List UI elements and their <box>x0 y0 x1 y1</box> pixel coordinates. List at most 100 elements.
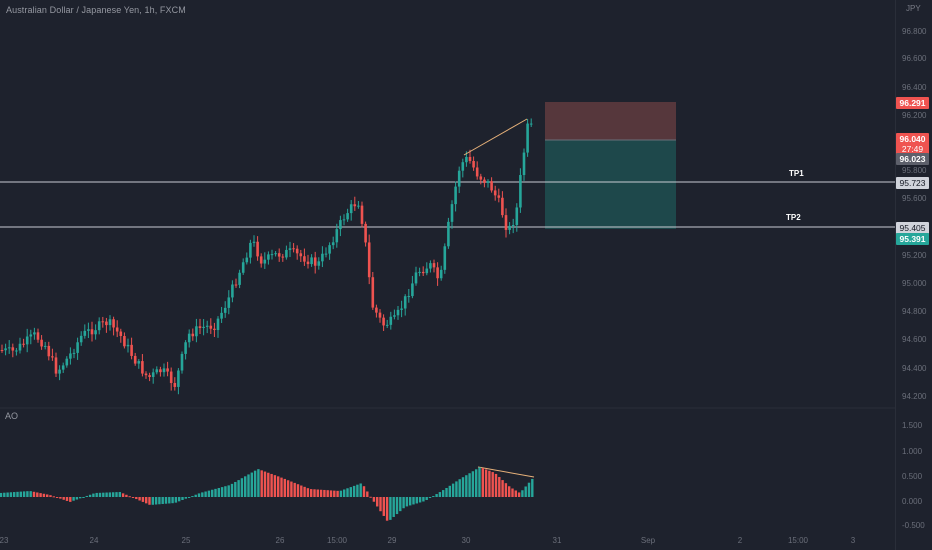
take-profit-zone <box>545 140 676 229</box>
candle-body <box>339 220 342 230</box>
candle-body <box>144 373 148 376</box>
ao-bar <box>201 492 204 497</box>
ao-bar <box>445 488 448 497</box>
price-tick: 94.200 <box>902 392 927 401</box>
ao-bar <box>395 497 399 515</box>
ao-bar <box>141 497 145 502</box>
candle-body <box>342 219 346 221</box>
ao-bar <box>230 483 234 497</box>
ao-bar <box>148 497 151 505</box>
ao-bar <box>514 490 517 497</box>
ao-bar <box>151 497 154 505</box>
price-tick: 95.600 <box>902 194 927 203</box>
ao-bar <box>501 480 504 497</box>
ao-bar <box>402 497 405 509</box>
ao-bar <box>389 497 392 520</box>
candle-body <box>259 256 263 264</box>
candle-body <box>378 312 382 318</box>
time-tick: 26 <box>275 536 285 545</box>
ao-bar <box>362 486 366 497</box>
ao-bar <box>46 494 49 497</box>
ao-bar <box>164 497 168 504</box>
candle-body <box>335 229 339 243</box>
ao-bar <box>174 497 178 503</box>
ao-bar <box>267 472 270 497</box>
candle-body <box>504 215 508 230</box>
candle-body <box>43 345 47 347</box>
candle-body <box>223 307 227 313</box>
candle-body <box>231 284 234 298</box>
ao-bar <box>333 490 336 497</box>
candle-body <box>220 312 223 319</box>
candle-body <box>270 254 274 256</box>
osc-tick: 1.000 <box>902 447 923 456</box>
ao-bar <box>9 492 13 497</box>
ao-bar <box>29 491 32 497</box>
candle-body <box>515 207 519 226</box>
ao-bar <box>451 483 455 497</box>
candle-body <box>490 181 493 191</box>
ao-bar <box>16 491 19 497</box>
candle-body <box>360 205 364 224</box>
candle-body <box>357 205 360 207</box>
ao-bar <box>59 497 62 499</box>
candle-body <box>155 369 159 373</box>
ao-bar <box>171 497 174 504</box>
candle-body <box>101 321 105 323</box>
candle-body <box>439 269 443 279</box>
ao-bar <box>197 493 201 497</box>
candle-body <box>436 267 439 279</box>
candle-body <box>162 368 166 373</box>
candle-body <box>40 339 43 347</box>
osc-tick: 0.500 <box>902 472 923 481</box>
ao-bar <box>323 489 326 497</box>
ao-bar <box>277 476 280 497</box>
candle-body <box>393 315 396 317</box>
divergence-line-price <box>463 118 528 156</box>
candle-body <box>313 257 317 266</box>
price-axis-divider <box>895 0 896 550</box>
candle-body <box>83 330 87 336</box>
ao-bar <box>55 497 59 498</box>
ao-bar <box>52 496 55 498</box>
ao-bar <box>488 470 491 497</box>
ao-bar <box>207 490 211 497</box>
ao-bar <box>385 497 389 521</box>
ao-bar <box>72 497 75 501</box>
candle-body <box>429 263 432 269</box>
candle-body <box>331 242 335 246</box>
candle-body <box>105 321 108 326</box>
ao-bar <box>283 478 286 497</box>
ao-bar <box>82 497 85 498</box>
divergence-line-ao <box>477 466 535 478</box>
candle-body <box>126 344 130 347</box>
ao-bar <box>194 494 197 497</box>
ao-bar <box>425 497 428 500</box>
ao-bar <box>79 497 82 499</box>
ao-bar <box>98 492 102 497</box>
ao-bar <box>484 469 488 497</box>
ao-bar <box>504 483 508 497</box>
candle-body <box>281 256 285 258</box>
price-tick: 95.200 <box>902 251 927 260</box>
time-tick: 24 <box>89 536 99 545</box>
ao-bar <box>442 490 445 497</box>
candle-body <box>407 296 411 298</box>
indicator-label[interactable]: AO <box>5 411 19 421</box>
candle-body <box>69 353 72 359</box>
ao-bar <box>448 485 451 497</box>
candle-body <box>133 355 137 364</box>
time-tick: 25 <box>181 536 191 545</box>
stop-loss-zone <box>545 102 676 140</box>
ao-bar <box>250 472 253 497</box>
candle-body <box>468 156 472 162</box>
candle-body <box>227 297 231 308</box>
candle-body <box>317 261 321 266</box>
currency-label: JPY <box>906 4 921 13</box>
time-tick: Sep <box>640 536 656 545</box>
ao-bar <box>511 488 514 497</box>
candle-body <box>501 197 504 216</box>
candle-body <box>396 309 400 316</box>
